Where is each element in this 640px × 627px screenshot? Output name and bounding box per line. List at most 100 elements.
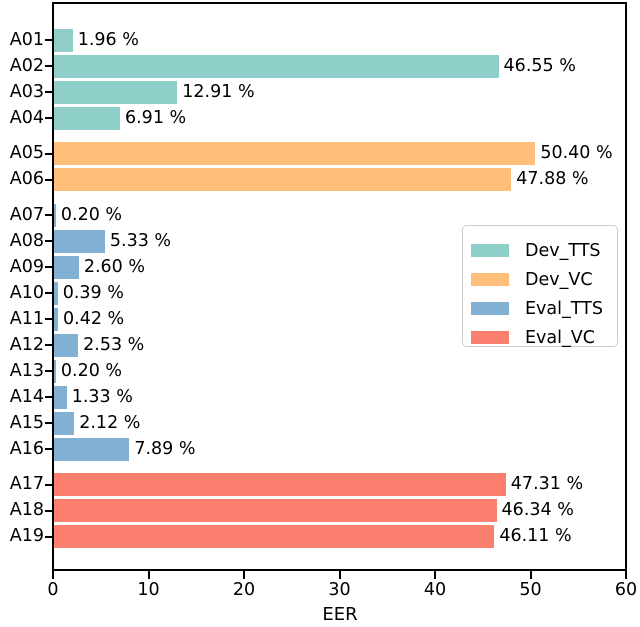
- bar-value-label-A15: 2.12 %: [79, 412, 141, 433]
- y-tick-label-A10: A10: [9, 282, 44, 303]
- legend: Dev_TTS Dev_VC Eval_TTS Eval_VC: [462, 225, 618, 348]
- y-tick-label-A07: A07: [9, 204, 44, 225]
- bar-value-label-A16: 7.89 %: [134, 438, 196, 459]
- x-tick-mark: [147, 571, 150, 579]
- x-tick-label-0: 0: [47, 580, 59, 600]
- legend-item-Dev_TTS: Dev_TTS: [471, 236, 609, 265]
- bar-value-label-A05: 50.40 %: [540, 143, 613, 163]
- legend-swatch-Dev_VC: [471, 273, 509, 286]
- legend-label-Dev_VC: Dev_VC: [525, 269, 593, 290]
- legend-swatch-Eval_TTS: [471, 302, 509, 315]
- legend-label-Dev_TTS: Dev_TTS: [525, 240, 601, 261]
- bar-value-label-A18: 46.34 %: [501, 500, 574, 520]
- y-tick-mark: [45, 344, 53, 346]
- x-tick-mark: [529, 571, 532, 579]
- x-tick-mark: [243, 571, 245, 579]
- bar-value-label-A02: 46.55 %: [503, 55, 576, 76]
- bar-value-label-A06: 47.88 %: [516, 169, 589, 189]
- y-tick-label-A02: A02: [9, 55, 44, 76]
- y-tick-label-A04: A04: [9, 107, 44, 128]
- y-tick-label-A05: A05: [9, 143, 44, 163]
- y-tick-mark: [45, 448, 53, 450]
- bar-value-label-A08: 5.33 %: [109, 230, 172, 251]
- legend-item-Eval_TTS: Eval_TTS: [471, 294, 609, 323]
- legend-item-Dev_VC: Dev_VC: [471, 265, 609, 294]
- y-tick-mark: [45, 152, 53, 155]
- bar-value-label-A19: 46.11 %: [499, 526, 572, 546]
- y-tick-mark: [45, 91, 53, 93]
- legend-label-Eval_VC: Eval_VC: [525, 327, 595, 348]
- bar-A11: [54, 307, 58, 331]
- y-tick-mark: [45, 266, 53, 268]
- x-tick-mark: [434, 571, 436, 579]
- y-tick-label-A14: A14: [9, 386, 44, 407]
- x-tick-mark: [338, 571, 341, 579]
- bar-value-label-A09: 2.60 %: [83, 256, 145, 277]
- bar-A19: [54, 525, 495, 548]
- y-tick-label-A17: A17: [9, 474, 44, 494]
- y-tick-mark: [45, 483, 53, 486]
- y-tick-label-A06: A06: [9, 169, 44, 189]
- y-tick-label-A15: A15: [9, 412, 44, 433]
- y-tick-label-A16: A16: [9, 438, 44, 459]
- y-tick-label-A09: A09: [9, 256, 44, 277]
- y-tick-label-A11: A11: [9, 308, 44, 329]
- y-tick-label-A18: A18: [9, 500, 44, 520]
- bar-value-label-A10: 0.39 %: [62, 282, 124, 303]
- bar-value-label-A17: 47.31 %: [510, 474, 584, 494]
- legend-swatch-Eval_VC: [471, 331, 509, 344]
- x-tick-label-60: 60: [614, 580, 638, 600]
- y-tick-mark: [45, 422, 53, 424]
- legend-swatch-Dev_TTS: [471, 244, 509, 257]
- legend-item-Eval_VC: Eval_VC: [471, 323, 609, 352]
- bar-A01: [54, 28, 73, 52]
- bar-A02: [54, 54, 499, 78]
- bar-A15: [54, 411, 75, 435]
- legend-label-Eval_TTS: Eval_TTS: [525, 298, 603, 319]
- y-tick-mark: [45, 509, 53, 512]
- bar-value-label-A12: 2.53 %: [83, 334, 145, 355]
- bar-A08: [54, 229, 105, 253]
- y-tick-label-A12: A12: [9, 334, 44, 355]
- y-tick-label-A13: A13: [9, 360, 44, 381]
- x-axis-label: EER: [322, 604, 358, 625]
- y-tick-mark: [45, 240, 53, 242]
- y-tick-mark: [45, 318, 53, 320]
- y-tick-label-A01: A01: [9, 29, 44, 50]
- y-tick-label-A08: A08: [9, 230, 44, 251]
- y-tick-mark: [45, 39, 53, 41]
- bar-A18: [54, 499, 497, 522]
- y-tick-mark: [45, 292, 53, 294]
- bar-value-label-A01: 1.96 %: [77, 29, 139, 50]
- y-tick-mark: [45, 214, 53, 216]
- bar-A16: [54, 437, 130, 461]
- bar-A17: [54, 473, 506, 496]
- bar-value-label-A04: 6.91 %: [124, 107, 187, 128]
- x-tick-label-10: 10: [137, 580, 160, 600]
- y-tick-mark: [45, 65, 53, 67]
- bar-value-label-A03: 12.91 %: [182, 81, 255, 102]
- y-tick-label-A19: A19: [9, 526, 44, 546]
- y-tick-mark: [45, 535, 53, 538]
- bar-value-label-A13: 0.20 %: [60, 360, 123, 381]
- bar-value-label-A07: 0.20 %: [60, 204, 123, 225]
- y-tick-mark: [45, 396, 53, 398]
- x-tick-label-40: 40: [423, 580, 447, 600]
- x-tick-mark: [625, 571, 627, 579]
- y-tick-mark: [45, 117, 53, 119]
- x-tick-label-20: 20: [232, 580, 256, 600]
- bar-A05: [54, 142, 536, 165]
- x-tick-label-30: 30: [328, 580, 351, 600]
- bar-A03: [54, 80, 178, 104]
- y-tick-mark: [45, 178, 53, 181]
- y-tick-mark: [45, 370, 53, 372]
- bar-A13: [54, 359, 56, 383]
- bar-A09: [54, 255, 79, 279]
- x-tick-mark: [52, 571, 54, 579]
- bar-A06: [54, 168, 512, 191]
- x-tick-label-50: 50: [519, 580, 542, 600]
- bar-value-label-A14: 1.33 %: [71, 386, 133, 407]
- bar-A10: [54, 281, 58, 305]
- y-tick-label-A03: A03: [9, 81, 44, 102]
